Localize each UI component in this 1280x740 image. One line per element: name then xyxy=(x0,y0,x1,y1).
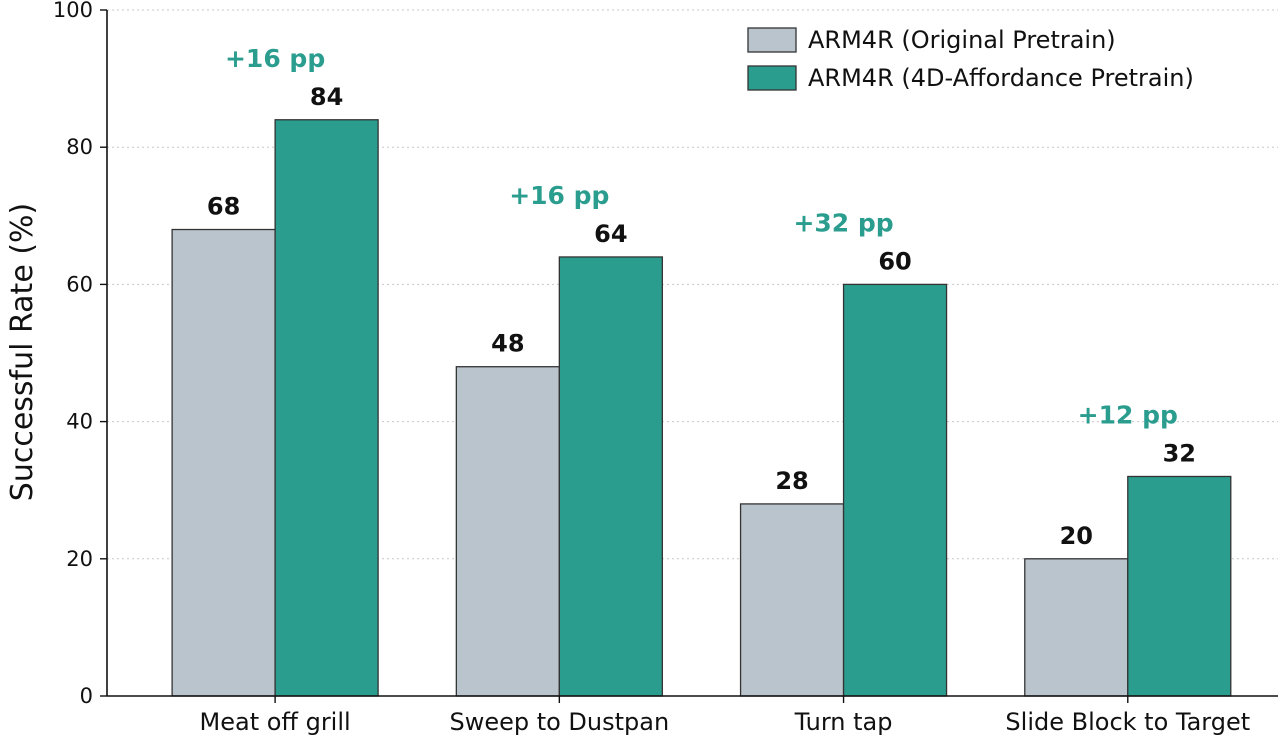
legend-swatch xyxy=(747,27,797,53)
bar-value-label: 32 xyxy=(1163,439,1196,467)
bar xyxy=(1127,475,1232,697)
bar xyxy=(1024,558,1129,697)
y-tick-label: 0 xyxy=(80,684,93,708)
legend: ARM4R (Original Pretrain) ARM4R (4D-Affor… xyxy=(747,26,1194,92)
bar-value-label: 20 xyxy=(1060,522,1093,550)
y-axis-label: Successful Rate (%) xyxy=(5,203,40,501)
bar xyxy=(274,119,379,697)
data-labels: 68 84 +16 pp 48 64 +16 pp 28 60 +32 pp 20 32 +12 pp xyxy=(207,44,1196,550)
x-tick-label: Slide Block to Target xyxy=(1005,708,1250,736)
bar-value-label: 48 xyxy=(491,330,524,358)
bar xyxy=(842,283,948,697)
x-tick-label: Meat off grill xyxy=(200,708,351,736)
bar-value-label: 64 xyxy=(594,220,627,248)
y-tick-label: 60 xyxy=(66,272,93,296)
legend-swatch xyxy=(747,65,797,91)
gain-annotation: +12 pp xyxy=(1078,400,1178,429)
y-tick-label: 20 xyxy=(66,547,93,571)
tick-labels: 0 20 40 60 80 100 Meat off grill Sweep to Dustp… xyxy=(53,0,1250,736)
bar-value-label: 84 xyxy=(310,83,343,111)
y-tick-label: 40 xyxy=(66,410,93,434)
bar-value-label: 28 xyxy=(775,467,808,495)
bar-value-label: 68 xyxy=(207,193,240,221)
bar xyxy=(455,366,560,697)
x-tick-label: Sweep to Dustpan xyxy=(449,708,669,736)
x-tick-label: Turn tap xyxy=(794,708,893,736)
axes xyxy=(106,10,1278,697)
y-tick-label: 100 xyxy=(53,0,93,22)
gain-annotation: +16 pp xyxy=(509,181,609,210)
bar xyxy=(558,256,663,697)
gain-annotation: +16 pp xyxy=(225,44,325,73)
bar xyxy=(739,503,845,697)
bar-value-label: 60 xyxy=(878,247,911,275)
bars xyxy=(171,119,1232,697)
y-tick-label: 80 xyxy=(66,135,93,159)
bar xyxy=(171,228,276,697)
legend-label: ARM4R (4D-Affordance Pretrain) xyxy=(808,64,1194,92)
gain-annotation: +32 pp xyxy=(793,208,893,237)
legend-label: ARM4R (Original Pretrain) xyxy=(808,26,1116,54)
